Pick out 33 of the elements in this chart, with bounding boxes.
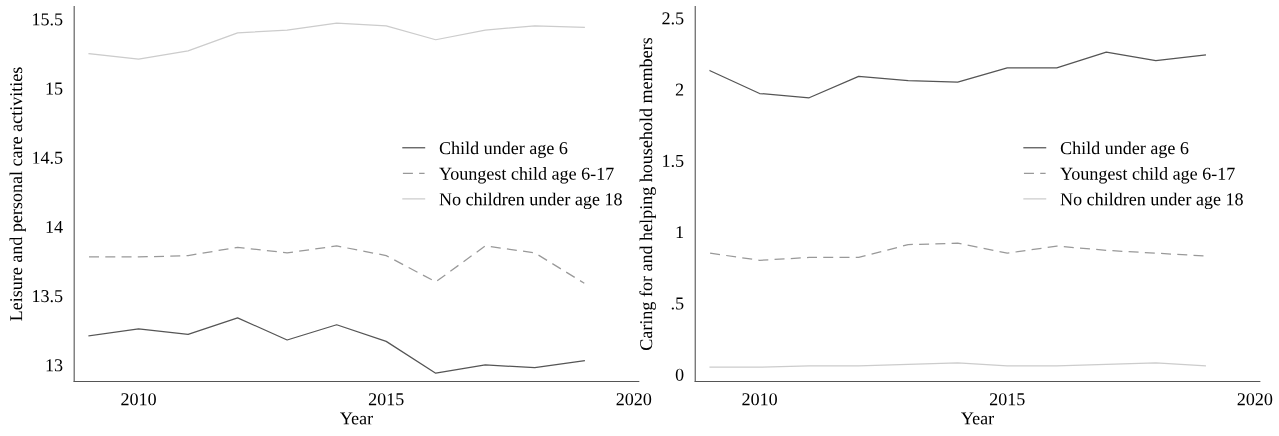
y-tick-label: 2.5 (662, 12, 684, 25)
y-tick-label: 14.5 (33, 151, 63, 164)
y-axis-title: Caring for and helping household members (639, 37, 656, 350)
x-axis-title: Year (340, 412, 373, 425)
y-tick-label: 1 (676, 226, 684, 239)
y-tick-label: 15 (46, 82, 63, 95)
x-tick-label: 2020 (616, 393, 652, 406)
legend-label: No children under age 18 (439, 192, 622, 210)
legend-label: Youngest child age 6-17 (439, 167, 614, 184)
y-tick-label: 13 (46, 359, 63, 372)
y-tick-label: 2 (675, 83, 684, 96)
line-series (88, 22, 585, 60)
y-tick-label: 14 (46, 220, 63, 233)
line-series (709, 51, 1206, 99)
x-tick-label: 2015 (368, 393, 404, 406)
line-series (88, 317, 585, 374)
legend-label: Youngest child age 6-17 (1060, 167, 1235, 184)
y-tick-label: .5 (671, 297, 684, 310)
line-series (709, 242, 1206, 261)
y-tick-label: 13.5 (33, 290, 63, 303)
x-axis-title: Year (961, 412, 994, 425)
legend-label: Child under age 6 (439, 141, 568, 158)
y-tick-label: 1.5 (663, 154, 684, 168)
x-tick-label: 2010 (121, 393, 156, 406)
x-tick-label: 2015 (989, 393, 1025, 406)
x-tick-label: 2010 (742, 393, 777, 406)
x-tick-label: 2020 (1237, 393, 1273, 406)
legend-label: No children under age 18 (1060, 192, 1243, 210)
y-tick-label: 15.5 (33, 13, 63, 26)
y-axis-title: Leisure and personal care activities (9, 67, 26, 321)
y-tick-label: 0 (675, 368, 684, 381)
legend-label: Child under age 6 (1060, 141, 1189, 158)
line-series (88, 245, 585, 284)
